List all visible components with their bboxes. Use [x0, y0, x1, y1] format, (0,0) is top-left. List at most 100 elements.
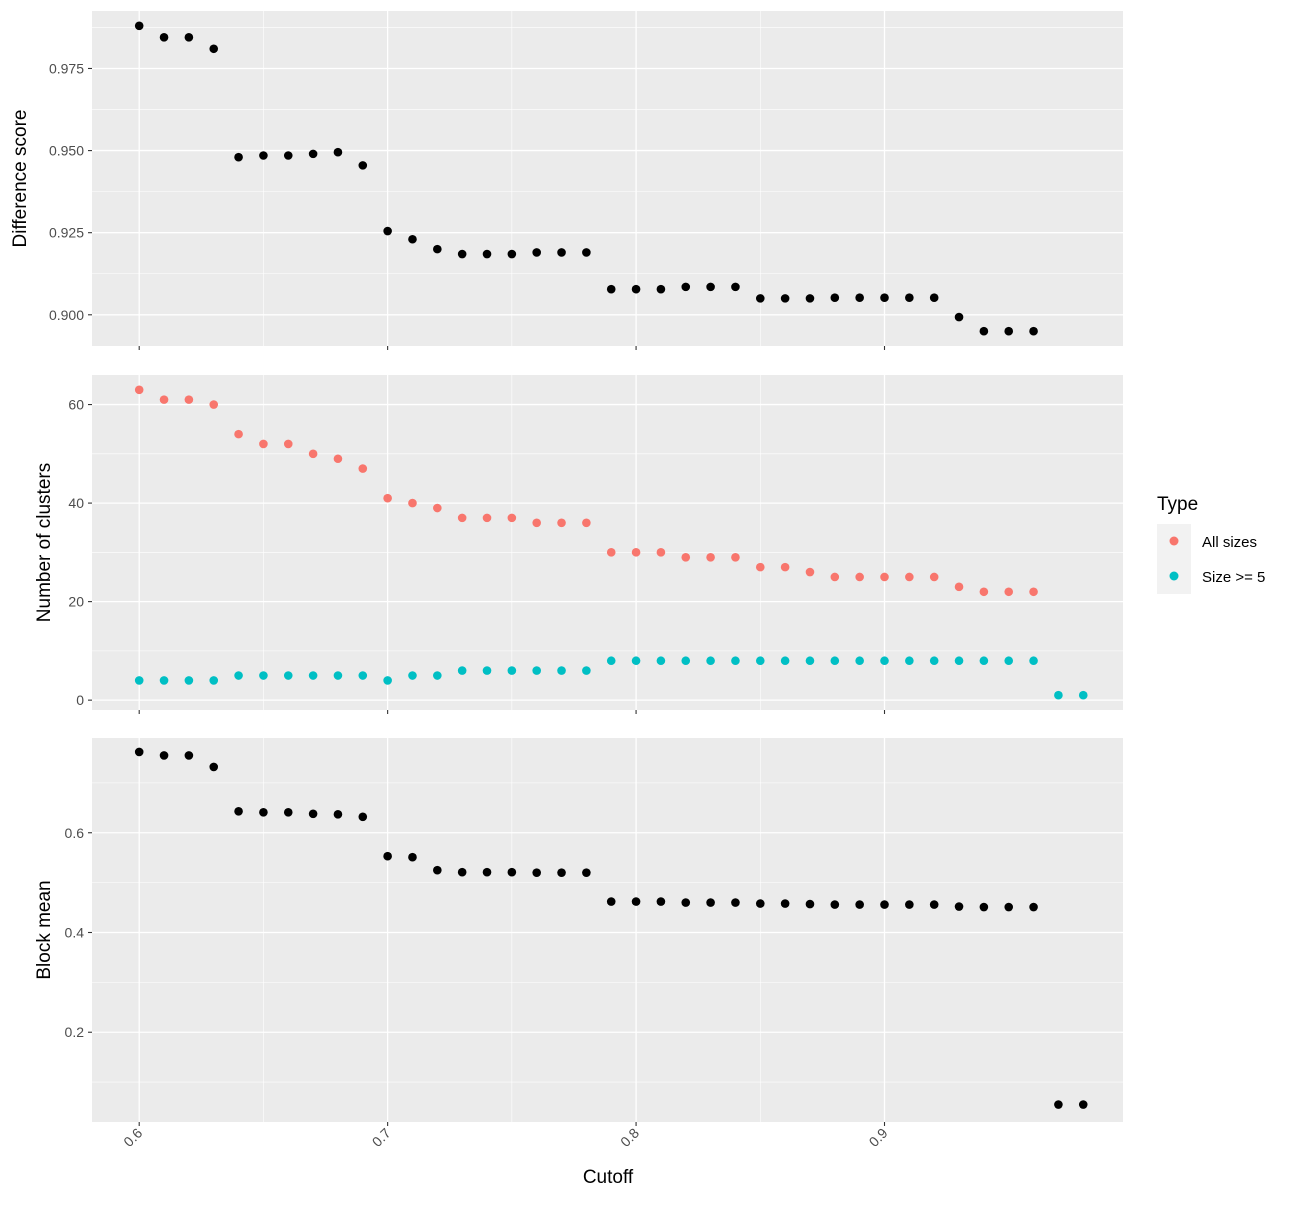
legend-title: Type	[1157, 494, 1198, 515]
data-point	[755, 562, 765, 572]
data-point	[979, 326, 989, 336]
data-point	[358, 161, 368, 170]
y-axis-title: Number of clusters	[34, 463, 55, 622]
data-point	[482, 249, 492, 259]
data-point	[234, 671, 243, 680]
data-point	[457, 867, 467, 877]
data-point	[606, 548, 616, 557]
data-point	[1029, 326, 1038, 336]
data-point	[234, 152, 243, 162]
data-point	[159, 751, 169, 760]
data-point	[383, 851, 392, 861]
data-point	[755, 294, 765, 303]
data-point	[855, 572, 864, 582]
data-point	[507, 513, 517, 523]
data-point	[457, 666, 467, 675]
data-point	[457, 513, 467, 523]
data-point	[905, 900, 914, 909]
data-point	[283, 671, 293, 680]
data-point	[631, 897, 641, 906]
data-point	[780, 294, 790, 303]
data-point	[954, 582, 964, 592]
data-point	[656, 548, 666, 557]
data-point	[706, 552, 715, 562]
data-point	[507, 867, 517, 877]
data-point	[134, 385, 144, 395]
panel-1: 0.900 0.925 0.950 0.975 Difference score	[10, 11, 1123, 350]
data-point	[134, 676, 144, 685]
legend-key-size-5	[1169, 571, 1179, 581]
data-point	[557, 666, 566, 675]
panel-background	[92, 11, 1123, 346]
x-axis-title: Cutoff	[583, 1167, 634, 1188]
x-tick-label: 0.9	[866, 1125, 891, 1150]
data-point	[184, 32, 194, 42]
x-tick-label: 0.6	[120, 1125, 145, 1150]
data-point	[159, 395, 169, 404]
data-point	[308, 149, 318, 159]
data-point	[532, 666, 541, 675]
legend-label-all-sizes: All sizes	[1202, 534, 1257, 551]
data-point	[805, 294, 815, 303]
data-point	[234, 807, 243, 816]
data-point	[780, 899, 790, 908]
data-point	[383, 226, 392, 236]
data-point	[606, 284, 616, 294]
data-point	[880, 900, 889, 909]
y-tick-label: 0.6	[65, 825, 85, 841]
legend-label-size-5: Size >= 5	[1202, 569, 1265, 586]
data-point	[731, 656, 740, 666]
data-point	[532, 518, 541, 528]
data-point	[805, 899, 815, 909]
data-point	[557, 518, 566, 528]
y-tick-label: 40	[68, 495, 84, 511]
data-point	[333, 671, 343, 680]
data-point	[954, 656, 964, 666]
data-point	[954, 312, 964, 322]
data-point	[433, 503, 442, 513]
data-point	[855, 900, 864, 909]
data-point	[830, 293, 840, 303]
y-axis-title: Block mean	[34, 880, 55, 979]
data-point	[880, 293, 889, 303]
data-point	[954, 902, 964, 911]
x-tick-label: 0.8	[617, 1125, 642, 1150]
data-point	[780, 562, 790, 572]
panel-3: 0.2 0.4 0.6 Block mean	[34, 738, 1123, 1126]
y-tick-label: 0	[76, 692, 84, 708]
data-point	[780, 656, 790, 666]
data-point	[805, 567, 815, 577]
data-point	[433, 865, 442, 875]
data-point	[855, 293, 864, 303]
data-point	[408, 498, 417, 508]
data-point	[482, 513, 492, 523]
data-point	[1054, 1100, 1063, 1109]
data-point	[681, 898, 691, 907]
data-point	[631, 656, 641, 666]
data-point	[134, 747, 144, 757]
data-point	[1029, 902, 1038, 912]
data-point	[905, 572, 914, 582]
data-point	[433, 244, 442, 254]
data-point	[557, 868, 566, 877]
data-point	[134, 21, 144, 31]
data-point	[855, 656, 864, 666]
data-point	[681, 282, 691, 292]
y-tick-label: 0.925	[49, 225, 84, 241]
data-point	[929, 656, 939, 666]
y-axis-title: Difference score	[10, 110, 31, 248]
data-point	[880, 572, 889, 582]
x-tick-label: 0.7	[369, 1125, 394, 1150]
data-point	[159, 32, 169, 42]
data-point	[706, 282, 715, 292]
data-point	[706, 656, 715, 666]
y-tick-label: 60	[68, 397, 84, 413]
data-point	[582, 248, 591, 257]
data-point	[582, 868, 591, 877]
panel-background	[92, 375, 1123, 710]
data-point	[557, 248, 566, 257]
data-point	[731, 552, 740, 562]
data-point	[259, 151, 268, 160]
